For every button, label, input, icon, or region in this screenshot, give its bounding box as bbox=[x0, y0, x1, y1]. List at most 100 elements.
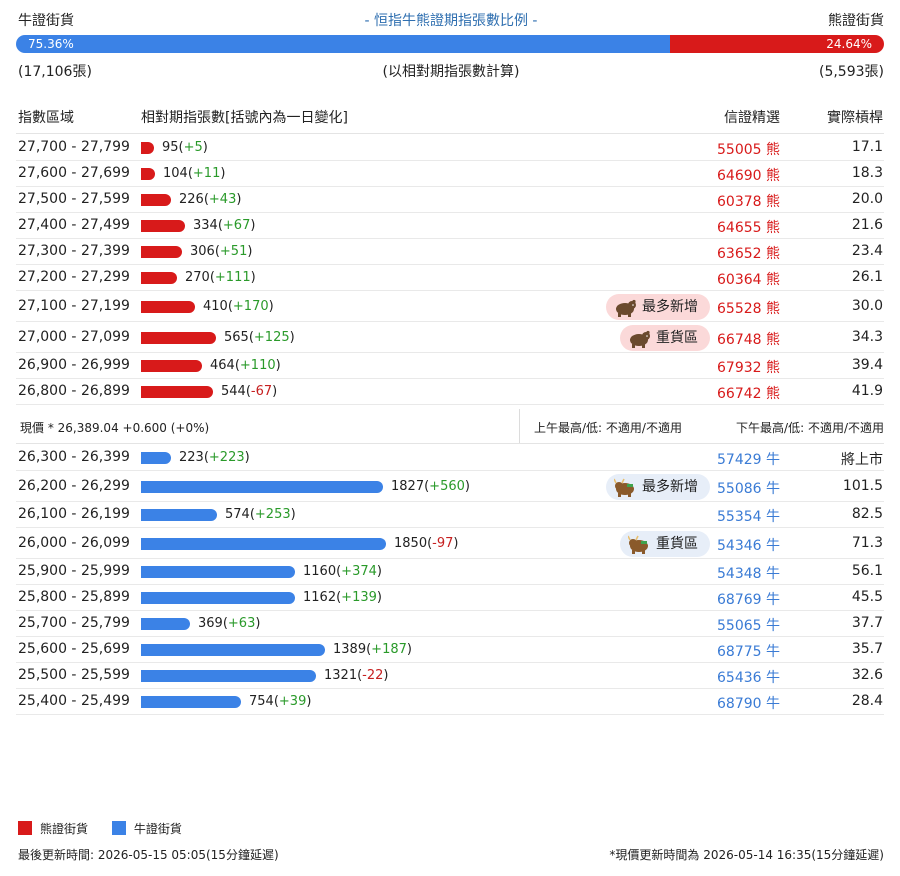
warrant-code[interactable]: 66748 bbox=[717, 332, 762, 348]
count-value: 574 bbox=[225, 507, 250, 522]
bull-count-bar bbox=[141, 566, 295, 578]
warrant-code[interactable]: 68769 bbox=[717, 592, 762, 608]
warrant-code-link[interactable]: 67932 熊 bbox=[717, 357, 780, 377]
warrant-code[interactable]: 64655 bbox=[717, 220, 762, 236]
count-label: 306(+51) bbox=[190, 244, 253, 259]
warrant-code-link[interactable]: 63652 熊 bbox=[717, 243, 780, 263]
warrant-code-link[interactable]: 57429 牛 bbox=[717, 449, 780, 469]
warrant-code-link[interactable]: 60378 熊 bbox=[717, 191, 780, 211]
warrant-code[interactable]: 68775 bbox=[717, 644, 762, 660]
warrant-code-link[interactable]: 66742 熊 bbox=[717, 383, 780, 403]
current-price-row: 現價 * 26,389.04 +0.600 (+0%) 上午最高/低: 不適用/… bbox=[16, 409, 884, 444]
warrant-code[interactable]: 60378 bbox=[717, 194, 762, 210]
bull-row: 25,400 - 25,499 754(+39) 68790 牛 28.4 bbox=[16, 689, 884, 715]
effective-leverage: 56.1 bbox=[851, 563, 883, 579]
warrant-code-link[interactable]: 64690 熊 bbox=[717, 165, 780, 185]
warrant-code[interactable]: 68790 bbox=[717, 696, 762, 712]
calculation-note: (以相對期指張數計算) bbox=[382, 64, 520, 80]
warrant-code[interactable]: 55065 bbox=[717, 618, 762, 634]
morning-high-low: 上午最高/低: 不適用/不適用 bbox=[534, 421, 682, 435]
warrant-code-link[interactable]: 55005 熊 bbox=[717, 139, 780, 159]
warrant-code[interactable]: 55005 bbox=[717, 142, 762, 158]
count-label: 410(+170) bbox=[203, 299, 274, 314]
index-range: 26,800 - 26,899 bbox=[18, 383, 130, 399]
daily-change: +139 bbox=[341, 590, 377, 605]
warrant-code-link[interactable]: 65528 熊 bbox=[717, 298, 780, 318]
effective-leverage: 71.3 bbox=[851, 535, 883, 551]
effective-leverage: 23.4 bbox=[851, 243, 883, 259]
count-label: 1321(-22) bbox=[324, 668, 389, 683]
warrant-code-link[interactable]: 54346 牛 bbox=[717, 535, 780, 555]
index-range: 27,500 - 27,599 bbox=[18, 191, 130, 207]
count-value: 306 bbox=[190, 244, 215, 259]
index-range: 27,600 - 27,699 bbox=[18, 165, 130, 181]
warrant-code[interactable]: 57429 bbox=[717, 452, 762, 468]
warrant-code[interactable]: 66742 bbox=[717, 386, 762, 402]
daily-change: +560 bbox=[429, 479, 465, 494]
warrant-code[interactable]: 65436 bbox=[717, 670, 762, 686]
bull-icon bbox=[613, 477, 636, 497]
warrant-code-link[interactable]: 68790 牛 bbox=[717, 693, 780, 713]
bear-row: 27,700 - 27,799 95(+5) 55005 熊 17.1 bbox=[16, 135, 884, 161]
count-value: 410 bbox=[203, 299, 228, 314]
warrant-code-link[interactable]: 64655 熊 bbox=[717, 217, 780, 237]
warrant-code-link[interactable]: 65436 牛 bbox=[717, 667, 780, 687]
warrant-code-link[interactable]: 68769 牛 bbox=[717, 589, 780, 609]
index-range: 26,900 - 26,999 bbox=[18, 357, 130, 373]
count-value: 1160 bbox=[303, 564, 337, 579]
bull-count-bar bbox=[141, 670, 316, 682]
warrant-code-link[interactable]: 55086 牛 bbox=[717, 478, 780, 498]
warrant-type: 牛 bbox=[766, 618, 780, 634]
bull-count-bar bbox=[141, 618, 190, 630]
legend-bull: 牛證街貨 bbox=[111, 820, 182, 837]
bear-row: 27,300 - 27,399 306(+51) 63652 熊 23.4 bbox=[16, 239, 884, 265]
bull-row: 25,600 - 25,699 1389(+187) 68775 牛 35.7 bbox=[16, 637, 884, 663]
warrant-type: 牛 bbox=[766, 481, 780, 497]
bull-count-bar bbox=[141, 538, 386, 550]
warrant-code-link[interactable]: 55065 牛 bbox=[717, 615, 780, 635]
warrant-code[interactable]: 60364 bbox=[717, 272, 762, 288]
warrant-code-link[interactable]: 66748 熊 bbox=[717, 329, 780, 349]
bull-count-bar bbox=[141, 481, 383, 493]
warrant-code[interactable]: 54348 bbox=[717, 566, 762, 582]
count-label: 226(+43) bbox=[179, 192, 242, 207]
daily-change: +39 bbox=[278, 694, 307, 709]
warrant-code[interactable]: 63652 bbox=[717, 246, 762, 262]
daily-change: +111 bbox=[214, 270, 251, 285]
warrant-code[interactable]: 55354 bbox=[717, 509, 762, 525]
warrant-code[interactable]: 67932 bbox=[717, 360, 762, 376]
bull-count-bar bbox=[141, 452, 171, 464]
effective-leverage: 45.5 bbox=[851, 589, 883, 605]
count-value: 754 bbox=[249, 694, 274, 709]
count-value: 369 bbox=[198, 616, 223, 631]
warrant-code[interactable]: 65528 bbox=[717, 301, 762, 317]
index-range: 27,700 - 27,799 bbox=[18, 139, 130, 155]
column-leverage: 實際槓桿 bbox=[827, 110, 883, 126]
warrant-code[interactable]: 55086 bbox=[717, 481, 762, 497]
warrant-code[interactable]: 64690 bbox=[717, 168, 762, 184]
count-label: 104(+11) bbox=[163, 166, 226, 181]
effective-leverage: 20.0 bbox=[851, 191, 883, 207]
warrant-code-link[interactable]: 68775 牛 bbox=[717, 641, 780, 661]
column-range: 指數區域 bbox=[18, 110, 74, 126]
warrant-type: 熊 bbox=[766, 272, 780, 288]
count-label: 270(+111) bbox=[185, 270, 256, 285]
warrant-code-link[interactable]: 55354 牛 bbox=[717, 506, 780, 526]
bull-count-bar bbox=[141, 592, 295, 604]
warrant-code-link[interactable]: 54348 牛 bbox=[717, 563, 780, 583]
index-range: 25,900 - 25,999 bbox=[18, 563, 130, 579]
warrant-code[interactable]: 54346 bbox=[717, 538, 762, 554]
heavy-zone-tag: 重貨區 bbox=[620, 531, 710, 557]
effective-leverage: 28.4 bbox=[851, 693, 883, 709]
bear-icon bbox=[614, 297, 636, 317]
count-value: 270 bbox=[185, 270, 210, 285]
bull-row: 26,000 - 26,099 1850(-97) 重貨區 54346 牛 71.3 bbox=[16, 528, 884, 559]
daily-change: +11 bbox=[192, 166, 221, 181]
bull-icon bbox=[627, 534, 650, 554]
index-range: 25,700 - 25,799 bbox=[18, 615, 130, 631]
warrant-type: 牛 bbox=[766, 696, 780, 712]
warrant-code-link[interactable]: 60364 熊 bbox=[717, 269, 780, 289]
bear-count-bar bbox=[141, 168, 155, 180]
bull-count-bar bbox=[141, 644, 325, 656]
daily-change: +125 bbox=[253, 330, 290, 345]
